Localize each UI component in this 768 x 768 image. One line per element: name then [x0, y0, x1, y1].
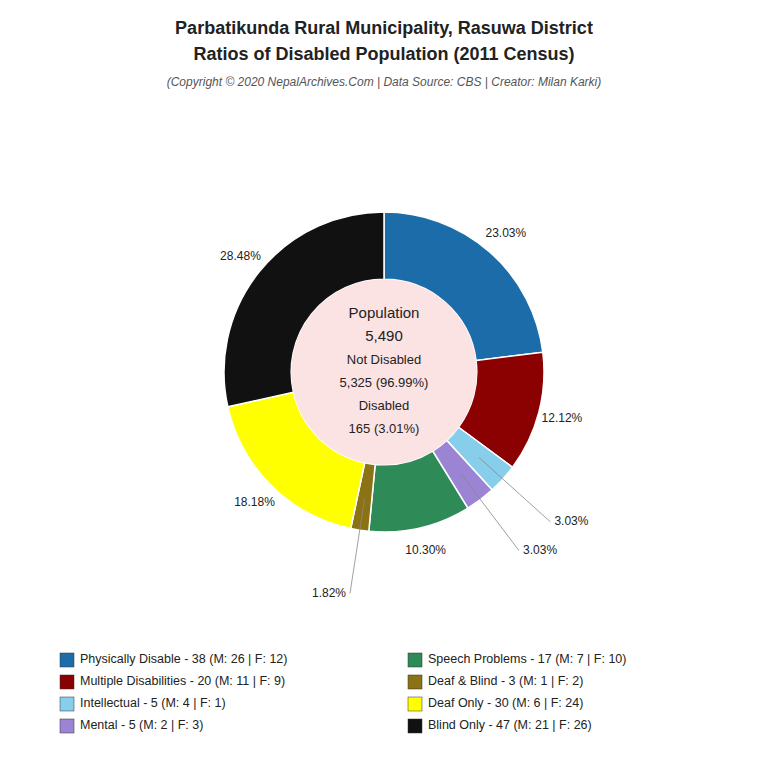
data-label: 28.48%: [220, 249, 261, 263]
legend-swatch: [60, 675, 74, 689]
center-circle: [291, 279, 477, 465]
legend-swatch: [60, 653, 74, 667]
chart-container: Parbatikunda Rural Municipality, Rasuwa …: [0, 0, 768, 768]
legend-label: Physically Disable - 38 (M: 26 | F: 12): [80, 652, 287, 666]
data-label: 3.03%: [523, 543, 557, 557]
legend-label: Deaf & Blind - 3 (M: 1 | F: 2): [428, 674, 583, 688]
chart-svg: Parbatikunda Rural Municipality, Rasuwa …: [0, 0, 768, 768]
legend-swatch: [408, 719, 422, 733]
leader-line: [461, 474, 519, 551]
legend-swatch: [408, 697, 422, 711]
leader-line: [350, 499, 365, 594]
center-text: 165 (3.01%): [349, 421, 420, 436]
legend-label: Blind Only - 47 (M: 21 | F: 26): [428, 718, 592, 732]
center-text: Not Disabled: [347, 352, 421, 367]
legend-label: Multiple Disabilities - 20 (M: 11 | F: 9…: [80, 674, 285, 688]
legend-label: Mental - 5 (M: 2 | F: 3): [80, 718, 203, 732]
legend-swatch: [60, 697, 74, 711]
center-text: 5,490: [365, 327, 403, 344]
center-text: Population: [349, 304, 420, 321]
data-label: 23.03%: [485, 226, 526, 240]
data-label: 10.30%: [405, 543, 446, 557]
center-text: 5,325 (96.99%): [340, 375, 429, 390]
legend-label: Intellectual - 5 (M: 4 | F: 1): [80, 696, 226, 710]
title: Parbatikunda Rural Municipality, Rasuwa …: [175, 18, 593, 38]
background: [0, 0, 768, 768]
legend-swatch: [408, 675, 422, 689]
legend-swatch: [60, 719, 74, 733]
subtitle: (Copyright © 2020 NepalArchives.Com | Da…: [167, 75, 602, 89]
legend-swatch: [408, 653, 422, 667]
legend: Physically Disable - 38 (M: 26 | F: 12) M…: [60, 652, 626, 733]
data-label: 1.82%: [312, 586, 346, 600]
data-labels: 23.03% 12.12% 3.03% 3.03% 10.30% 1.82% 18.18% 2…: [220, 226, 589, 599]
slices: [224, 212, 544, 532]
center-text: Disabled: [359, 398, 410, 413]
legend-label: Deaf Only - 30 (M: 6 | F: 24): [428, 696, 583, 710]
title: Ratios of Disabled Population (2011 Cens…: [193, 44, 574, 64]
legend-label: Speech Problems - 17 (M: 7 | F: 10): [428, 652, 626, 666]
data-label: 3.03%: [554, 514, 588, 528]
data-label: 12.12%: [542, 411, 583, 425]
data-label: 18.18%: [234, 495, 275, 509]
